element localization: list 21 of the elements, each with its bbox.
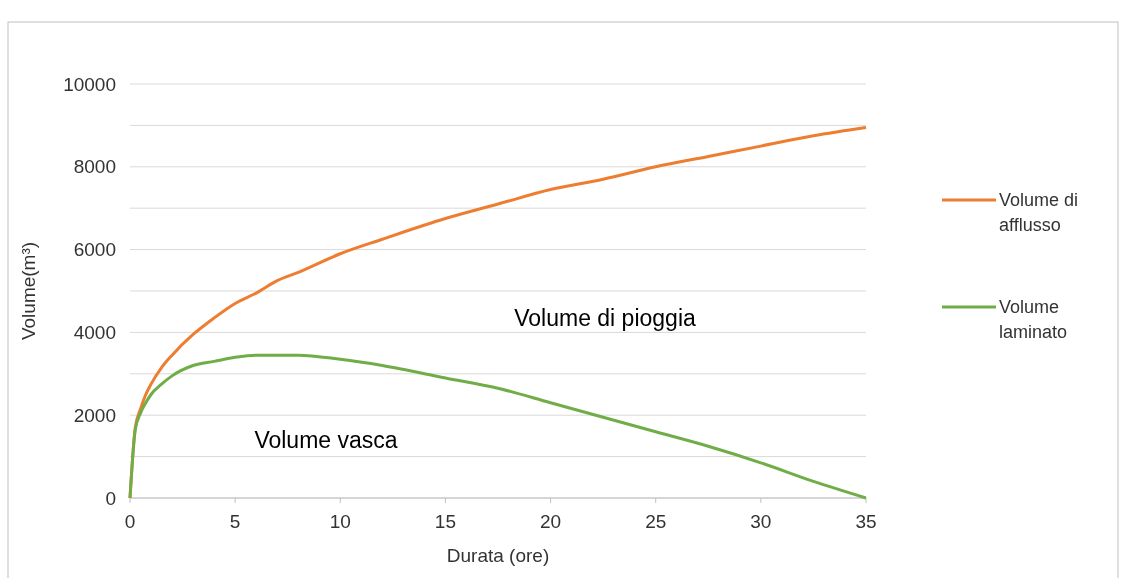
x-tick-label: 35 — [855, 511, 877, 532]
x-tick-label: 25 — [645, 511, 667, 532]
x-tick-label: 20 — [540, 511, 562, 532]
y-tick-label: 8000 — [73, 156, 116, 178]
line-series — [128, 353, 868, 500]
y-tick-label: 4000 — [73, 322, 116, 344]
y-axis-title: Volume(m³) — [18, 241, 39, 341]
x-tick-label: 0 — [124, 511, 136, 532]
annotation: Volume di pioggia — [514, 305, 696, 332]
x-tick-label: 30 — [750, 511, 772, 532]
y-tick-label: 0 — [105, 487, 116, 509]
x-tick-label: 5 — [229, 511, 241, 532]
x-tick-label: 10 — [329, 511, 351, 532]
y-tick-label: 6000 — [73, 239, 116, 261]
x-tick-label: 15 — [434, 511, 456, 532]
legend-label: Volume laminato — [999, 297, 1068, 342]
legend-label: Volume di afflusso — [999, 190, 1079, 235]
y-tick-label: 2000 — [73, 404, 116, 426]
y-tick-label: 10000 — [63, 73, 116, 95]
annotation: Volume vasca — [254, 427, 398, 454]
x-axis-title: Durata (ore) — [446, 545, 550, 566]
